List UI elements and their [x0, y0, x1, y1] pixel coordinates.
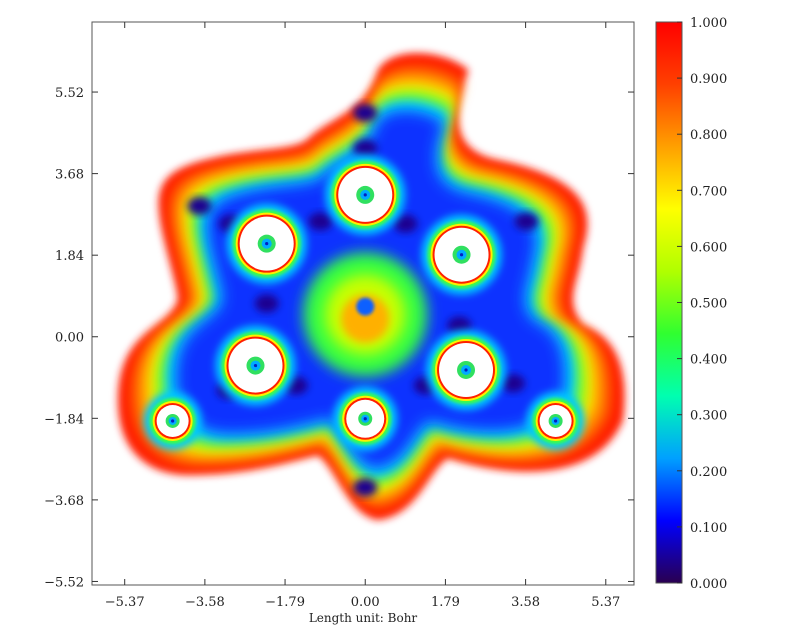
x-axis-label: Length unit: Bohr — [309, 611, 418, 625]
colorbar-tick-label: 0.000 — [690, 577, 727, 592]
x-tick-label: −1.79 — [265, 595, 305, 610]
y-tick-label: −1.84 — [44, 412, 84, 427]
atom-site — [426, 329, 507, 410]
atom-site — [325, 154, 406, 235]
y-tick-label: −5.52 — [44, 575, 84, 590]
colorbar: 1.000 0.900 0.800 0.700 0.600 0.500 0.400 0.300… — [655, 16, 727, 592]
x-axis: −5.37 −3.58 −1.79 0.00 1.79 3.58 5.37 — [105, 22, 620, 610]
elf-basin — [187, 196, 212, 215]
colorbar-tick-label: 0.700 — [690, 184, 727, 199]
colorbar-tick-label: 0.300 — [690, 409, 727, 424]
elf-basin — [514, 212, 539, 231]
atom-site — [526, 391, 585, 450]
elf-basin — [353, 139, 378, 158]
x-tick-label: 5.37 — [591, 595, 620, 610]
colorbar-tick-label: 0.200 — [690, 465, 727, 480]
x-tick-label: 3.58 — [511, 595, 540, 610]
elf-basin — [353, 103, 378, 122]
elf-basin — [308, 212, 333, 231]
elf-field — [118, 53, 625, 520]
elf-basin — [393, 214, 418, 233]
atom-site — [333, 386, 398, 451]
y-tick-label: 5.52 — [55, 86, 84, 101]
y-tick-label: 3.68 — [55, 168, 84, 183]
colorbar-tick-label: 0.600 — [690, 240, 727, 255]
atom-site — [143, 391, 202, 450]
y-tick-label: 0.00 — [55, 331, 84, 346]
colorbar-tick-label: 0.500 — [690, 297, 727, 312]
atom-site — [215, 325, 296, 406]
plot-area — [91, 21, 635, 586]
atom-site — [421, 214, 502, 295]
colorbar-tick-label: 0.400 — [690, 353, 727, 368]
central-hole — [356, 297, 375, 316]
elf-basin — [254, 294, 279, 313]
colorbar-tick-label: 0.100 — [690, 521, 727, 536]
atom-site — [226, 203, 307, 284]
x-tick-label: −3.58 — [185, 595, 225, 610]
x-tick-label: 0.00 — [351, 595, 380, 610]
colorbar-tick-label: 1.000 — [690, 16, 727, 31]
x-tick-label: 1.79 — [431, 595, 460, 610]
central-ring-orange — [341, 294, 390, 343]
elf-basin — [353, 478, 378, 497]
plot-frame — [91, 21, 635, 586]
colorbar-tick-label: 0.800 — [690, 128, 727, 143]
x-tick-label: −5.37 — [105, 595, 145, 610]
y-axis: 5.52 3.68 1.84 0.00 −1.84 −3.68 −5.52 — [44, 86, 634, 590]
colorbar-ticks: 1.000 0.900 0.800 0.700 0.600 0.500 0.400 0.300… — [677, 16, 727, 592]
y-tick-label: −3.68 — [44, 494, 84, 509]
elf-basin — [501, 374, 526, 393]
colorbar-tick-label: 0.900 — [690, 72, 727, 87]
y-tick-label: 1.84 — [55, 249, 84, 264]
